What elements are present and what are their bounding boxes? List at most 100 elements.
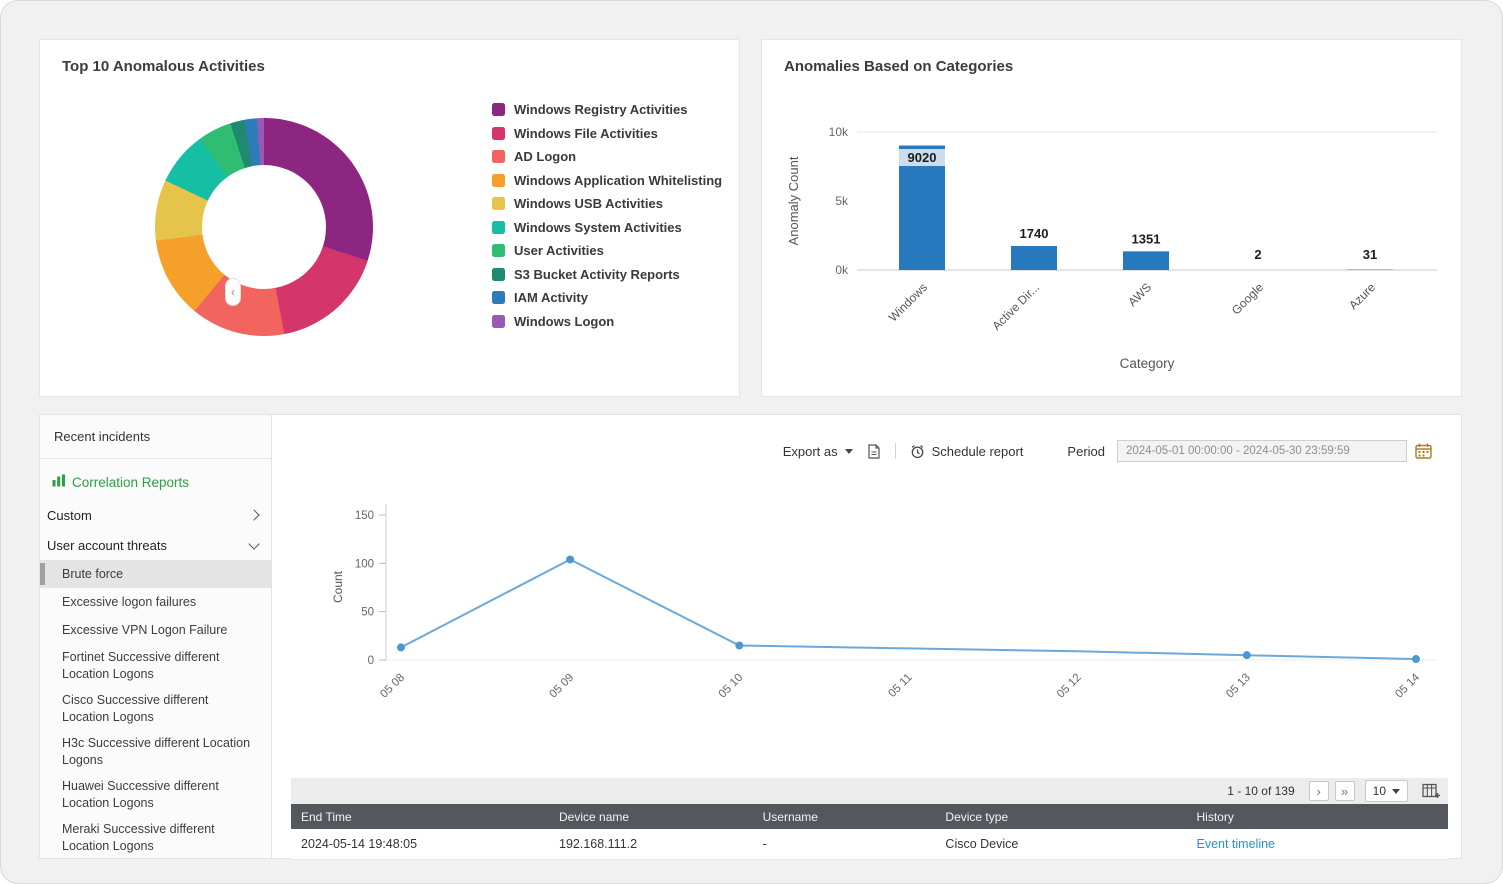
legend-label: Windows Registry Activities [514,102,688,117]
svg-text:150: 150 [355,510,374,522]
legend-label: User Activities [514,243,604,258]
line-point-05-10[interactable] [735,641,744,650]
legend-swatch [492,150,505,163]
donut-chart[interactable] [155,118,373,336]
svg-text:Count: Count [331,570,345,603]
column-header-device-name[interactable]: Device name [559,809,630,824]
custom-group-label: Custom [47,507,92,523]
sidebar-item-brute-force[interactable]: Brute force [40,560,271,588]
legend-item-user-activities[interactable]: User Activities [492,243,722,258]
sidebar-item-h3c-successive-different-location-logons[interactable]: H3c Successive different Location Logons [62,736,251,767]
svg-text:05 11: 05 11 [886,672,914,700]
last-page-button[interactable]: » [1334,781,1355,801]
sidebar-item-excessive-logon-failures[interactable]: Excessive logon failures [62,594,197,609]
column-header-history[interactable]: History [1196,809,1234,824]
page-size-selector[interactable]: 10 [1364,780,1408,802]
correlation-reports-label: Correlation Reports [72,474,190,490]
column-chooser-icon[interactable] [1422,783,1440,799]
calendar-button[interactable] [1412,440,1434,462]
sidebar-collapse-handle[interactable]: ‹ [225,278,241,306]
sidebar-item-meraki-successive-different-location-logons[interactable]: Meraki Successive different Location Log… [62,822,215,853]
svg-text:05 14: 05 14 [1393,671,1422,700]
bar-active-dir[interactable] [1011,245,1057,270]
line-point-05-08[interactable] [397,643,405,652]
svg-text:05 12: 05 12 [1055,672,1084,701]
legend-item-windows-usb-activities[interactable]: Windows USB Activities [492,196,722,211]
legend-item-windows-registry-activities[interactable]: Windows Registry Activities [492,102,722,117]
legend-swatch [492,314,505,328]
toolbar-divider [894,443,896,459]
legend-item-windows-file-activities[interactable]: Windows File Activities [492,126,722,141]
report-panel: Export as Schedule report Period 2024-05… [272,414,1462,860]
line-point-05-13[interactable] [1242,651,1251,660]
column-header-device-type[interactable]: Device type [945,809,1009,824]
next-page-button[interactable]: › [1308,781,1329,801]
card-anomalies-categories: Anomalies Based on Categories 0k 5k 10k Ano… [761,39,1462,397]
svg-text:Google: Google [1229,280,1266,317]
report-toolbar: Export as Schedule report Period 2024-05… [783,439,1434,463]
svg-text:Category: Category [1120,356,1175,371]
cell-device-type: Cisco Device [945,837,1019,851]
page-size-value: 10 [1372,784,1386,798]
card-top-anomalous-activities: Top 10 Anomalous Activities Windows Regi… [39,39,740,397]
collapse-chevron-icon: ‹ [231,285,235,299]
line-series[interactable] [400,558,1417,660]
svg-text:2: 2 [1254,247,1261,262]
legend-swatch [492,244,505,257]
sidebar-group-user-account-threats[interactable]: User account threats [40,530,271,560]
legend-item-ad-logon[interactable]: AD Logon [492,149,722,164]
legend-swatch [492,173,505,187]
svg-text:9020: 9020 [908,150,937,165]
legend-item-iam-activity[interactable]: IAM Activity [492,290,722,305]
svg-text:Active Dir...: Active Dir... [989,280,1042,333]
event-timeline-link[interactable]: Event timeline [1196,837,1275,851]
legend-item-s3-bucket-activity-reports[interactable]: S3 Bucket Activity Reports [492,267,722,282]
legend-item-windows-system-activities[interactable]: Windows System Activities [492,219,722,235]
svg-text:AWS: AWS [1125,280,1154,309]
bar-chart[interactable]: 0k 5k 10k Anomaly Count 9020 Windows 1740 Activ… [762,92,1442,392]
line-point-05-09[interactable] [566,555,575,564]
column-header-username[interactable]: Username [762,809,818,824]
legend-item-windows-application-whitelisting[interactable]: Windows Application Whitelisting [492,172,723,188]
legend-swatch [492,291,505,304]
cell-end-time: 2024-05-14 19:48:05 [301,837,418,851]
sidebar-item-excessive-vpn-logon-failure[interactable]: Excessive VPN Logon Failure [62,622,228,637]
column-header-end-time[interactable]: End Time [301,809,352,824]
clock-icon [910,444,925,459]
line-chart[interactable]: 0 50 100 150 Count 05 08 05 09 05 10 05 11 05 12 0… [272,492,1462,772]
svg-text:05 10: 05 10 [717,672,746,701]
sidebar-item-cisco-successive-different-location-logons[interactable]: Cisco Successive different Location Logo… [62,693,209,724]
period-range-input[interactable]: 2024-05-01 00:00:00 - 2024-05-30 23:59:5… [1117,440,1407,462]
sidebar-item-correlation-reports[interactable]: Correlation Reports [40,464,271,500]
svg-text:Anomaly Count: Anomaly Count [786,156,801,245]
legend-label: Windows Application Whitelisting [514,172,723,188]
export-as-button[interactable]: Export as [783,444,853,459]
sidebar-item-fortinet-successive-different-location-logons[interactable]: Fortinet Successive different Location L… [62,650,220,681]
svg-text:05 13: 05 13 [1224,672,1253,701]
legend-label: Windows Logon [514,313,615,329]
svg-text:0: 0 [368,655,374,667]
bar-windows[interactable] [899,145,945,270]
chevron-down-icon [248,537,260,550]
sidebar-group-custom[interactable]: Custom [40,500,271,530]
export-file-icon[interactable] [867,443,881,459]
legend-item-windows-logon[interactable]: Windows Logon [492,313,722,329]
table-row[interactable]: 2024-05-14 19:48:05 192.168.111.2 - Cisco D… [291,829,1448,860]
line-point-05-14[interactable] [1412,655,1421,664]
legend-label: Windows USB Activities [514,196,663,211]
legend-label: AD Logon [514,149,577,164]
svg-text:100: 100 [355,558,374,570]
sidebar-item-recent-incidents[interactable]: Recent incidents [40,415,271,459]
sidebar-item-huawei-successive-different-location-logons[interactable]: Huawei Successive different Location Log… [62,779,219,810]
legend-label: Windows System Activities [514,219,682,235]
legend-swatch [492,103,505,116]
schedule-report-button[interactable]: Schedule report [910,444,1023,459]
sidebar: Recent incidents Correlation Reports Cus… [39,414,272,859]
svg-text:50: 50 [361,607,374,619]
chevron-down-icon [1392,788,1400,794]
bar-aws[interactable] [1123,251,1169,270]
legend-label: IAM Activity [514,290,588,305]
donut-legend: Windows Registry Activities Windows File … [492,102,723,329]
bar-chart-icon [52,474,66,490]
cell-username: - [762,837,767,851]
